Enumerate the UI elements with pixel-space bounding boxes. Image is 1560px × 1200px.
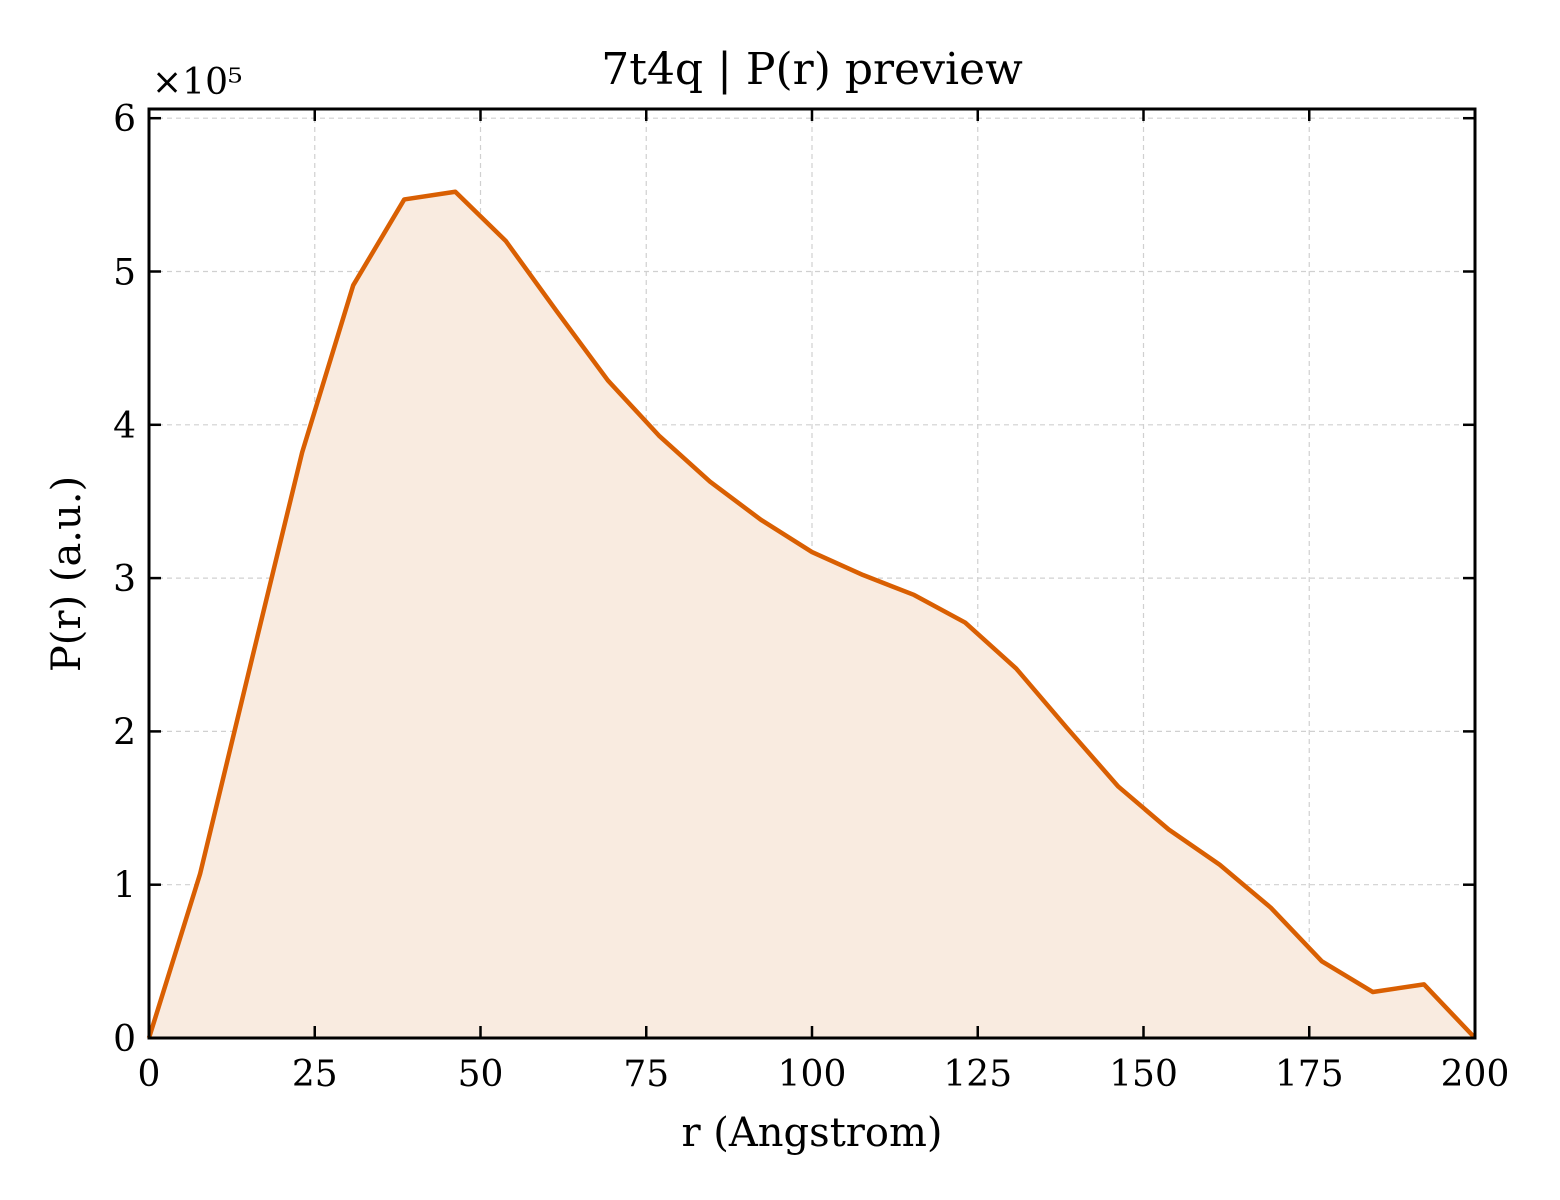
y-offset-label: ×10⁵ [152,62,242,103]
x-tick-label: 100 [778,1054,847,1095]
y-tick-label: 5 [113,252,136,293]
y-tick-label: 2 [113,712,136,753]
y-tick-label: 4 [113,406,136,447]
x-axis-label: r (Angstrom) [681,1110,942,1156]
plot-frame [147,107,1477,1040]
x-tick-label: 175 [1275,1054,1344,1095]
x-tick-label: 75 [623,1054,669,1095]
y-tick-label: 6 [113,99,136,140]
x-tick-label: 125 [943,1054,1012,1095]
x-tick-label: 0 [138,1054,161,1095]
area-fill [149,191,1475,1038]
x-tick-label: 200 [1441,1054,1510,1095]
chart-title: 7t4q | P(r) preview [601,44,1023,95]
y-tick-label: 3 [113,559,136,600]
y-axis-label: P(r) (a.u.) [44,476,90,672]
x-tick-label: 50 [458,1054,504,1095]
y-tick-label: 0 [113,1019,136,1060]
tick-labels: 0 25 50 75 100 125 150 175 200 0 1 2 3 4 5 6 [113,99,1509,1095]
x-tick-label: 150 [1109,1054,1178,1095]
y-tick-label: 1 [113,866,136,907]
series-line [146,189,1477,1040]
x-tick-label: 25 [292,1054,338,1095]
